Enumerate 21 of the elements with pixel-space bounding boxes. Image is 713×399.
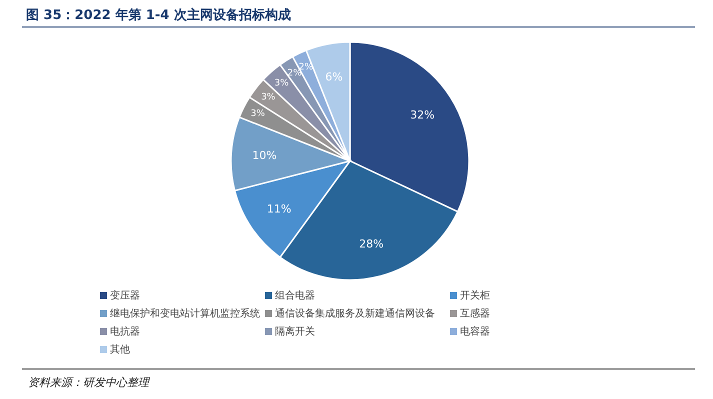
data-label: 3% bbox=[261, 92, 276, 103]
data-label: 2% bbox=[287, 68, 302, 79]
legend-label: 组合电器 bbox=[275, 290, 315, 302]
legend-label: 通信设备集成服务及新建通信网设备 bbox=[275, 308, 435, 320]
data-label: 6% bbox=[325, 70, 343, 84]
legend-label: 电容器 bbox=[460, 326, 490, 338]
data-label: 28% bbox=[359, 237, 384, 250]
data-label: 10% bbox=[252, 149, 277, 162]
legend-label: 继电保护和变电站计算机监控系统 bbox=[110, 308, 260, 320]
legend-label: 其他 bbox=[110, 344, 130, 356]
legend-label: 隔离开关 bbox=[275, 326, 315, 338]
data-label: 3% bbox=[274, 78, 290, 88]
text: 资料来源：研发中心整理 bbox=[28, 376, 151, 389]
data-label: 32% bbox=[410, 108, 435, 122]
chart-title: 图 35：2022 年第 1-4 次主网设备招标构成 bbox=[26, 7, 291, 23]
data-label: 3% bbox=[250, 109, 266, 119]
legend-label: 开关柜 bbox=[460, 290, 490, 302]
legend-label: 互感器 bbox=[460, 308, 490, 320]
legend-label: 变压器 bbox=[110, 290, 140, 302]
legend-label: 电抗器 bbox=[110, 326, 140, 338]
data-label: 11% bbox=[266, 202, 292, 216]
